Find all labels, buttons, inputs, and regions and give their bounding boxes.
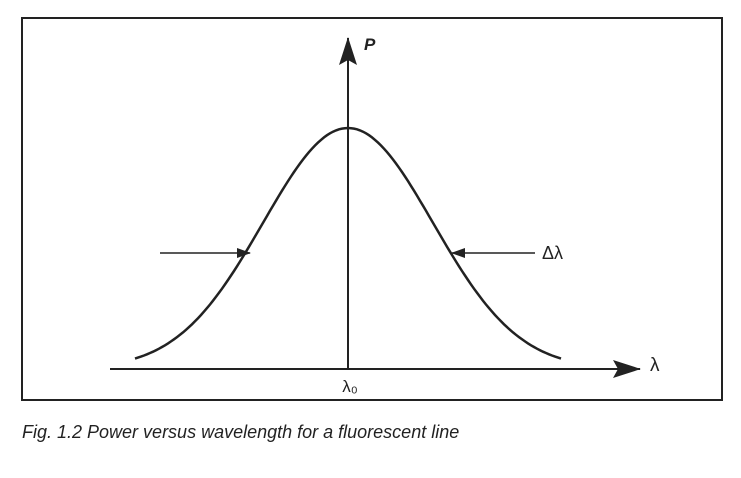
gaussian-curve bbox=[134, 126, 562, 360]
y-axis-label: P bbox=[364, 35, 376, 54]
frame bbox=[21, 17, 723, 401]
center-label: λ₀ bbox=[342, 377, 358, 396]
x-axis-label: λ bbox=[650, 355, 660, 376]
caption: Fig. 1.2 Power versus wavelength for a f… bbox=[22, 422, 459, 442]
width-label: Δλ bbox=[542, 243, 563, 263]
